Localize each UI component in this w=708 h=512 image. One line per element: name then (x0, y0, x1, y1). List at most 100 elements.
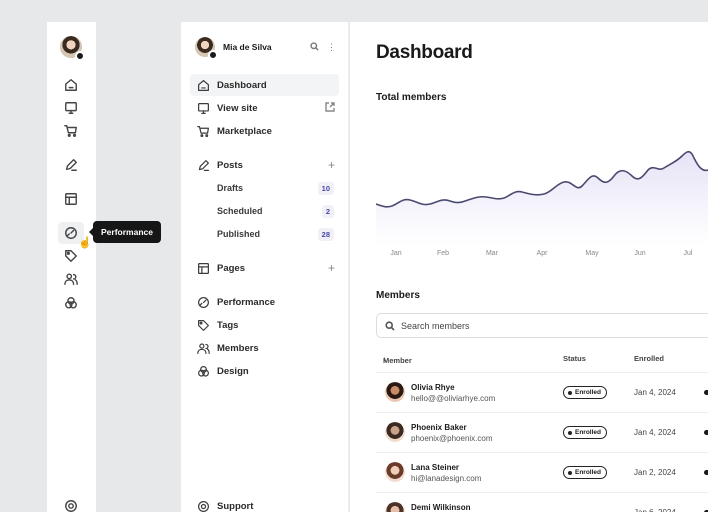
nav-label: Members (217, 342, 259, 354)
pen-icon[interactable] (62, 156, 80, 174)
nav-pages[interactable]: Pages + (190, 257, 339, 279)
status-dot (568, 430, 572, 435)
avatar[interactable] (60, 36, 85, 61)
user-name: Mia de Silva (223, 42, 272, 52)
nav-support[interactable]: Support (190, 495, 339, 512)
nav-label: Marketplace (217, 125, 272, 137)
status-dot (568, 390, 572, 395)
more-vertical-icon[interactable]: ⋮ (327, 41, 336, 52)
member-name: Olivia Rhye (411, 383, 455, 392)
table-row[interactable]: Phoenix Baker phoenix@phoenix.com Enrolled… (376, 412, 708, 452)
nav-label: Posts (217, 159, 243, 171)
search-members-input[interactable]: Search members (376, 313, 708, 338)
design-icon (198, 365, 209, 377)
monitor-icon[interactable] (62, 99, 80, 117)
nav-label: Performance (217, 296, 276, 308)
nav-label: Support (217, 500, 254, 512)
users-icon[interactable] (62, 270, 80, 288)
cart-icon[interactable] (62, 122, 80, 140)
nav-label: Pages (217, 262, 245, 274)
x-tick-label: Apr (537, 250, 549, 257)
pointer-cursor-icon: ☝ (78, 237, 92, 249)
progress-bar (704, 390, 708, 395)
nav-label: Dashboard (217, 79, 267, 91)
nav-published[interactable]: Published 28 (217, 224, 334, 244)
pen-icon (198, 159, 209, 171)
nav-dashboard[interactable]: Dashboard (190, 74, 339, 96)
cart-icon (197, 125, 209, 137)
enrolled-date: Jan 2, 2024 (634, 468, 676, 477)
support-icon[interactable] (62, 497, 80, 512)
progress-bar (704, 510, 708, 512)
status-badge: Enrolled (563, 426, 608, 439)
column-header-member[interactable]: Member ↓ (383, 354, 412, 365)
member-name: Demi Wilkinson (411, 503, 471, 512)
layout-icon[interactable] (62, 190, 80, 208)
status-badge: Enrolled (563, 386, 608, 399)
table-row[interactable]: Olivia Rhye hello@@oliviarhye.com Enrolled… (376, 372, 708, 412)
search-icon (385, 320, 395, 331)
monitor-icon (198, 102, 209, 114)
member-name: Phoenix Baker (411, 423, 467, 432)
member-avatar (385, 422, 405, 442)
member-avatar (385, 462, 405, 482)
performance-tooltip: Performance (89, 221, 161, 243)
members-section-title: Members (376, 290, 420, 301)
count-badge: 28 (317, 227, 334, 241)
x-tick-label: Jun (634, 250, 645, 257)
home-icon[interactable] (62, 76, 80, 94)
member-name: Lana Steiner (411, 463, 460, 472)
progress-bar (704, 430, 708, 435)
nav-posts[interactable]: Posts + (190, 154, 339, 176)
nav-design[interactable]: Design (190, 360, 339, 382)
nav-tags[interactable]: Tags (190, 314, 339, 336)
column-header-status[interactable]: Status (563, 354, 586, 363)
status-label: Enrolled (575, 469, 602, 476)
performance-icon (198, 296, 209, 308)
status-badge: Enrolled (563, 466, 608, 479)
support-icon (198, 500, 209, 512)
nav-scheduled[interactable]: Scheduled 2 (217, 201, 334, 221)
add-page-icon[interactable]: + (327, 261, 335, 275)
chart-title: Total members (376, 92, 447, 103)
nav-marketplace[interactable]: Marketplace (190, 120, 339, 142)
progress-bar (704, 470, 708, 475)
users-icon (197, 342, 210, 354)
chart-line (376, 150, 708, 208)
enrolled-date: Jan 6, 2024 (634, 508, 676, 512)
external-link-icon[interactable] (325, 102, 335, 112)
tag-icon[interactable] (62, 247, 80, 265)
x-tick-label: Mar (486, 250, 499, 257)
nav-label: Scheduled (217, 206, 263, 216)
performance-icon[interactable] (58, 222, 84, 244)
add-post-icon[interactable]: + (327, 158, 335, 172)
nav-label: Design (217, 365, 249, 377)
nav-members[interactable]: Members (190, 337, 339, 359)
nav-label: View site (217, 102, 258, 114)
status-dot (208, 50, 218, 60)
design-icon[interactable] (62, 294, 80, 312)
nav-drafts[interactable]: Drafts 10 (217, 178, 334, 198)
page-title: Dashboard (376, 42, 473, 63)
user-row: Mia de Silva ⋮ (195, 36, 336, 60)
members-chart: Jan Feb Mar Apr May Jun Jul (376, 150, 708, 257)
nav-view-site[interactable]: View site (190, 97, 339, 119)
table-row[interactable]: Demi Wilkinson Jan 6, 2024 (376, 492, 708, 512)
member-email: phoenix@phoenix.com (411, 434, 493, 443)
chart-area (376, 151, 708, 246)
search-icon[interactable] (310, 41, 319, 51)
count-badge: 2 (321, 204, 334, 218)
x-tick-label: Feb (437, 250, 449, 257)
column-header-enrolled[interactable]: Enrolled (634, 354, 665, 363)
layout-icon (198, 262, 209, 274)
status-dot (568, 470, 572, 475)
user-avatar[interactable] (195, 37, 218, 60)
member-email: hello@@oliviarhye.com (411, 394, 496, 403)
nav-label: Drafts (217, 183, 244, 193)
table-row[interactable]: Lana Steiner hi@lanadesign.com Enrolled Jan… (376, 452, 708, 492)
status-label: Enrolled (575, 389, 602, 396)
table-header: Member ↓ Status Enrolled (376, 352, 708, 366)
nav-label: Published (217, 229, 261, 239)
tag-icon (198, 319, 209, 331)
nav-performance[interactable]: Performance (190, 291, 339, 313)
